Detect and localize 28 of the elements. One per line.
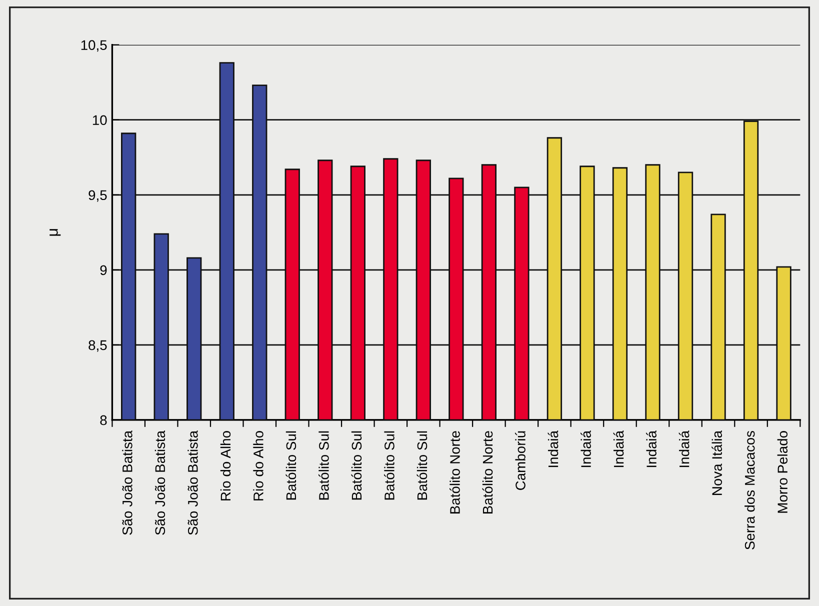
x-tick-label: Nova Itália (712, 430, 722, 495)
x-tick-label: Morro Pelado (777, 431, 788, 513)
y-tick-label: 10 (92, 115, 107, 126)
x-tick-label: Indaiá (580, 430, 591, 468)
x-tick-label: Indaiá (548, 430, 558, 468)
y-tick-label: 8,5 (88, 340, 107, 352)
x-tick-label: Serra dos Macacos (744, 430, 755, 550)
x-tick-label: Batólito Norte (482, 431, 493, 514)
x-tick-label: Batólito Sul (384, 431, 394, 500)
x-tick-label: Indaiá (646, 430, 656, 468)
x-tick-label: Rio do Alho (253, 431, 264, 500)
x-tick-label: Indaiá (678, 430, 690, 468)
y-tick-label: 9 (100, 265, 107, 276)
x-tick-label: Batólito Sul (351, 431, 362, 500)
x-tick-label: Batólito Sul (416, 431, 428, 500)
y-tick-label: 8 (100, 415, 107, 426)
x-tick-label: São João Batista (154, 430, 166, 535)
x-tick-label: Batólito Sul (318, 431, 329, 500)
x-tick-label: São João Batista (188, 430, 198, 535)
x-tick-label: Rio do Alho (220, 431, 231, 500)
x-tick-label: Batólito Sul (286, 431, 296, 500)
x-tick-label: São João Batista (122, 430, 132, 535)
x-tick-label: Indaiá (613, 430, 624, 468)
x-tick-label: Camboriú (515, 431, 526, 490)
y-tick-label: 9,5 (88, 190, 107, 202)
y-axis-title: μ (50, 229, 61, 236)
x-tick-label: Batólito Norte (450, 431, 460, 514)
y-tick-label: 10,5 (81, 40, 107, 52)
